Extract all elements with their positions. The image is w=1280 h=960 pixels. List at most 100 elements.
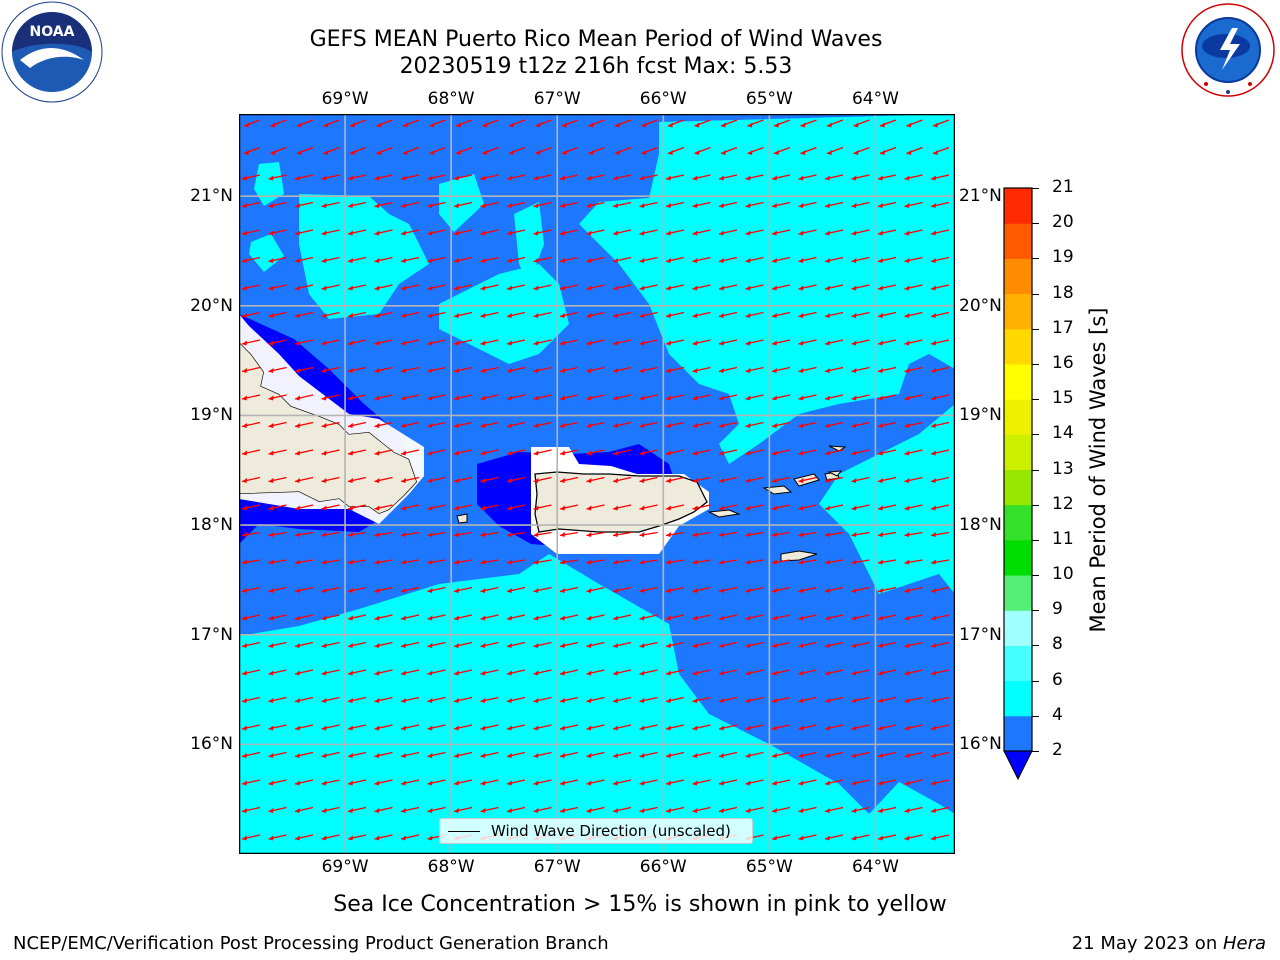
wind-arrow: [877, 724, 897, 731]
wind-arrow: [773, 146, 791, 155]
wind-arrow: [798, 201, 817, 208]
wind-arrow: [612, 559, 632, 565]
colorbar-segment: [1004, 680, 1032, 717]
wind-arrow: [374, 586, 393, 593]
wind-arrow: [745, 504, 764, 511]
wind-arrow: [241, 586, 261, 593]
wind-arrow: [718, 586, 738, 593]
lat-tick-label: 19°N: [959, 405, 1002, 426]
wind-arrow: [321, 559, 340, 565]
wind-arrow: [559, 779, 579, 786]
wind-arrow: [400, 394, 420, 401]
wind-arrow: [771, 614, 791, 621]
wind-arrow: [480, 559, 499, 565]
lon-tick-label: 67°W: [533, 857, 581, 877]
colorbar-tick: [1032, 610, 1039, 612]
wind-arrow: [930, 669, 950, 676]
lon-tick-label: 66°W: [639, 857, 687, 877]
wind-arrow: [851, 256, 870, 263]
wind-arrow: [561, 119, 579, 128]
wind-arrow: [692, 724, 711, 731]
wind-arrow: [400, 229, 420, 236]
wind-arrow: [586, 586, 605, 593]
sea-ice-note: Sea Ice Concentration > 15% is shown in …: [333, 892, 947, 917]
wind-arrow: [427, 366, 446, 373]
colorbar-label: 13: [1052, 458, 1074, 479]
wind-arrow: [824, 641, 844, 648]
wind-arrow: [904, 806, 923, 813]
wind-arrow: [930, 586, 950, 593]
colorbar-segment: [1004, 469, 1032, 506]
wind-arrow: [453, 641, 473, 648]
wind-arrow: [506, 614, 526, 621]
wind-arrow: [930, 229, 950, 236]
footer-machine: Hera: [1222, 933, 1266, 954]
wind-arrow: [745, 559, 764, 565]
wind-arrow: [904, 421, 923, 428]
wind-arrow: [745, 366, 764, 373]
wind-arrow: [241, 559, 261, 565]
wind-arrow: [798, 229, 817, 236]
wind-arrow: [904, 174, 923, 181]
wind-arrow: [400, 284, 420, 291]
colorbar-tick: [1032, 645, 1039, 647]
wind-arrow: [427, 421, 446, 428]
wind-arrow: [639, 476, 658, 483]
wind-arrow: [718, 806, 738, 813]
wind-arrow: [374, 779, 393, 786]
wind-arrow: [904, 449, 923, 456]
wind-arrow: [771, 586, 791, 593]
wind-arrow: [718, 696, 738, 703]
wind-arrow: [851, 311, 870, 318]
wind-arrow: [268, 531, 287, 537]
wind-arrow: [296, 119, 314, 128]
wind-arrow: [930, 201, 950, 208]
wind-arrow: [427, 669, 446, 676]
wind-arrow: [321, 724, 340, 731]
lat-tick-label: 19°N: [190, 405, 233, 426]
wind-arrow: [745, 394, 764, 401]
wind-arrow: [824, 751, 844, 758]
wind-arrow: [533, 559, 552, 565]
wind-arrow: [879, 119, 897, 128]
wind-arrow: [851, 614, 870, 621]
wind-arrow: [533, 449, 552, 456]
wind-arrow: [347, 339, 367, 346]
wind-arrow: [904, 476, 923, 483]
wind-arrow: [533, 779, 552, 786]
colorbar-tick: [1032, 293, 1039, 295]
wind-arrow: [771, 201, 791, 208]
wind-arrow: [612, 284, 632, 291]
wind-arrow: [612, 779, 632, 786]
wind-arrow: [771, 366, 791, 373]
wind-arrow: [665, 476, 685, 483]
wind-arrow: [851, 724, 870, 731]
wind-arrow: [851, 229, 870, 236]
map-grid: [239, 114, 955, 854]
wind-arrow: [639, 669, 658, 676]
wind-arrow: [612, 174, 632, 181]
wind-arrow: [798, 531, 817, 537]
wind-arrow: [268, 641, 287, 648]
wind-arrow: [771, 531, 791, 537]
wind-arrow: [506, 449, 526, 456]
wind-arrow: [612, 504, 632, 511]
wind-arrow: [930, 504, 950, 511]
wind-arrow: [321, 174, 340, 181]
wind-arrow: [323, 146, 340, 155]
wind-arrow: [427, 696, 446, 703]
wind-arrow: [294, 531, 314, 537]
colorbar-segment: [1004, 258, 1032, 295]
wind-arrow: [455, 146, 473, 155]
wind-arrow: [771, 284, 791, 291]
wind-arrow: [745, 421, 764, 428]
wind-arrow: [480, 586, 499, 593]
wind-arrow: [294, 174, 314, 181]
wind-arrow: [533, 531, 552, 537]
wind-arrow: [321, 504, 340, 511]
wind-arrow: [268, 724, 287, 731]
wind-arrow: [665, 586, 685, 593]
wind-arrow: [561, 146, 579, 155]
wind-arrow: [294, 229, 314, 236]
wind-arrow: [771, 724, 791, 731]
